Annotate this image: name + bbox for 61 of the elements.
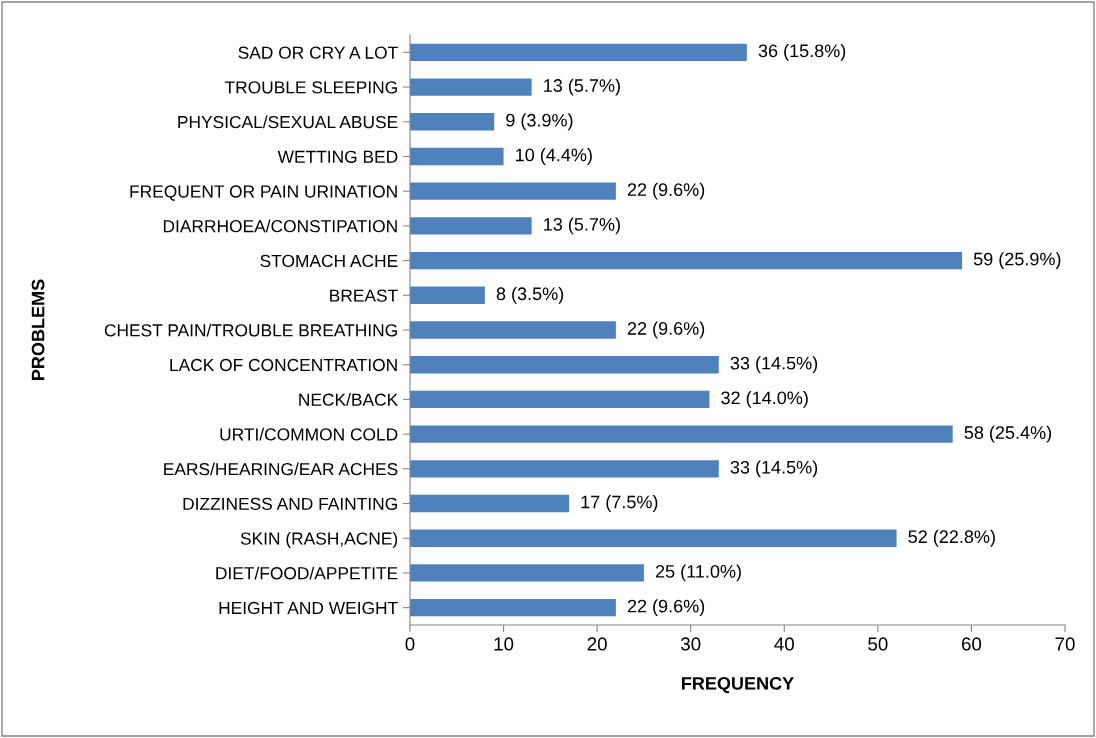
x-tick-label: 50	[868, 637, 888, 651]
y-tick-label: STOMACH ACHE	[260, 254, 398, 268]
bar	[410, 425, 953, 443]
x-tick-label: 40	[774, 637, 794, 651]
bar	[410, 529, 897, 547]
data-label: 36 (15.8%)	[758, 43, 846, 61]
y-tick-label: LACK OF CONCENTRATION	[170, 358, 397, 372]
data-label: 9 (3.9%)	[506, 113, 573, 131]
y-tick-label: SKIN (RASH,ACNE)	[240, 531, 398, 549]
data-label: 25 (11.0%)	[655, 564, 741, 582]
data-label: 33 (14.5%)	[730, 356, 818, 374]
y-tick-label: NECK/BACK	[299, 393, 398, 406]
data-label: 13 (5.7%)	[544, 217, 620, 235]
y-tick-label: DIET/FOOD/APPETITE	[216, 566, 398, 580]
y-tick-label: URTI/COMMON COLD	[220, 427, 398, 441]
y-tick-label: PHYSICAL/SEXUAL ABUSE	[178, 115, 398, 129]
bar	[410, 390, 710, 409]
x-tick-label: 30	[681, 637, 701, 651]
x-tick-label: 70	[1055, 637, 1075, 651]
y-tick-label: CHEST PAIN/TROUBLE BREATHING	[104, 323, 397, 337]
bar	[410, 113, 495, 131]
data-label: 59 (25.9%)	[973, 252, 1061, 269]
bar	[410, 43, 747, 62]
y-tick-label: EARS/HEARING/EAR ACHES	[164, 462, 398, 476]
data-label: 52 (22.8%)	[908, 529, 995, 547]
bar	[410, 494, 570, 513]
data-label: 10 (4.4%)	[516, 148, 592, 165]
x-axis-title: FREQUENCY	[682, 676, 794, 694]
y-axis-title: PROBLEMS	[31, 279, 45, 380]
data-label: 22 (9.6%)	[627, 599, 705, 617]
data-label: 32 (14.0%)	[721, 391, 808, 408]
y-tick-label: WETTING BED	[277, 150, 398, 163]
bar	[410, 356, 719, 374]
bar	[410, 182, 616, 200]
bar	[410, 147, 504, 166]
data-label: 33 (14.5%)	[730, 460, 818, 478]
data-label: 17 (7.5%)	[581, 495, 658, 512]
y-tick-label: DIARRHOEA/CONSTIPATION	[163, 219, 397, 233]
x-tick-label: 10	[494, 637, 514, 651]
bar	[410, 460, 719, 478]
x-tick-label: 60	[961, 637, 982, 651]
data-label: 58 (25.4%)	[964, 425, 1052, 443]
bar	[410, 217, 532, 235]
bar	[410, 251, 963, 270]
data-label: 22 (9.6%)	[627, 182, 705, 200]
bar	[410, 564, 644, 582]
data-label: 8 (3.5%)	[496, 286, 564, 304]
y-tick-label: BREAST	[330, 289, 398, 302]
x-tick-label: 20	[587, 637, 607, 651]
y-tick-label: HEIGHT AND WEIGHT	[219, 601, 398, 615]
y-tick-label: SAD OR CRY A LOT	[238, 46, 398, 59]
bar	[410, 286, 485, 304]
bar	[410, 321, 616, 339]
bar	[410, 78, 532, 96]
y-tick-label: DIZZINESS AND FAINTING	[183, 497, 397, 510]
bar	[410, 598, 616, 617]
data-label: 13 (5.7%)	[544, 78, 620, 96]
x-tick-label: 0	[405, 637, 415, 651]
y-tick-label: TROUBLE SLEEPING	[224, 81, 397, 94]
y-tick-label: FREQUENT OR PAIN URINATION	[130, 185, 397, 201]
data-label: 22 (9.6%)	[627, 321, 705, 339]
